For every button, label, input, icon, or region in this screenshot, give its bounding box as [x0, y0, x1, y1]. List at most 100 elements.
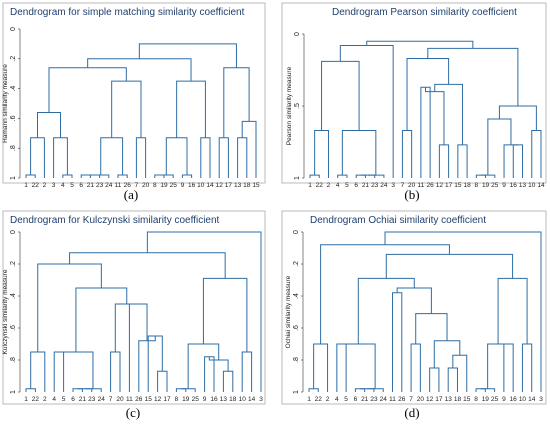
leaf-label: 21	[361, 396, 369, 403]
leaf-label: 18	[463, 182, 471, 189]
y-tick-label: 1	[10, 390, 17, 394]
y-tick-label: .4	[10, 86, 17, 92]
leaf-label: 5	[70, 182, 74, 189]
leaf-label: 1	[307, 396, 311, 403]
leaf-label: 20	[142, 182, 150, 189]
leaf-label: 22	[32, 396, 40, 403]
dendrogram-link	[438, 144, 450, 178]
dendrogram-link	[354, 388, 366, 392]
leaf-label: 1	[308, 182, 312, 189]
dendrogram-link	[25, 388, 36, 392]
dendrogram-link	[128, 303, 148, 392]
dendrogram-link	[314, 129, 329, 178]
dendrogram-link	[308, 388, 319, 392]
leaf-label: 6	[71, 396, 75, 403]
dendrogram-link	[452, 354, 468, 392]
leaf-label: 18	[243, 182, 251, 189]
dendrogram-link	[341, 129, 377, 176]
dendrogram-link	[48, 67, 127, 113]
dendrogram-link	[202, 277, 248, 352]
panel-1: Dendrogram for simple matching similarit…	[2, 2, 266, 189]
leaf-label: 26	[398, 396, 406, 403]
dendrogram-link	[25, 174, 36, 178]
panel-frame	[2, 2, 266, 184]
leaf-label: 12	[216, 182, 224, 189]
leaf-label: 7	[135, 182, 139, 189]
leaf-label: 7	[409, 396, 413, 403]
leaf-label: 7	[109, 396, 113, 403]
dendrogram-link	[339, 45, 394, 178]
dendrogram-link	[503, 343, 514, 392]
dendrogram-link	[37, 111, 61, 138]
leaf-label: 19	[482, 182, 490, 189]
leaf-label: 4	[336, 182, 340, 189]
leaf-label: 18	[229, 396, 237, 403]
leaf-label: 16	[510, 182, 518, 189]
leaf-label: 19	[160, 182, 168, 189]
dendrogram-link	[401, 129, 413, 178]
panel-label: (b)	[404, 187, 419, 202]
leaf-label: 11	[126, 396, 133, 403]
leaf-label: 2	[43, 396, 47, 403]
dendrogram-link	[138, 336, 156, 392]
leaf-label: 3	[391, 182, 395, 189]
y-tick-label: .8	[10, 145, 17, 151]
y-tick-label: .6	[10, 115, 17, 121]
leaf-label: 24	[380, 182, 388, 189]
dendrogram-link	[512, 144, 524, 178]
y-tick-label: .6	[293, 325, 300, 331]
dendrogram-link	[30, 137, 45, 178]
leaf-label: 2	[326, 396, 330, 403]
leaf-label: 12	[436, 182, 444, 189]
y-tick-label: .8	[10, 357, 17, 363]
dendrogram-link	[37, 263, 102, 352]
leaf-label: 2	[43, 182, 47, 189]
dendrogram-link	[58, 351, 94, 389]
y-tick-label: .6	[10, 325, 17, 331]
leaf-label: 26	[427, 182, 435, 189]
dendrogram-link	[433, 340, 461, 368]
dendrogram-link	[498, 105, 537, 131]
dendrogram-link	[429, 367, 440, 392]
leaf-label: 8	[475, 182, 479, 189]
leaf-label: 11	[418, 182, 425, 189]
leaf-label: 5	[345, 182, 349, 189]
leaf-label: 21	[79, 396, 87, 403]
dendrogram-link	[321, 60, 360, 131]
dendrogram-link	[336, 343, 347, 392]
leaf-label: 10	[528, 182, 536, 189]
panel-title: Dendrogram Pearson similarity coefficien…	[332, 7, 517, 18]
leaf-label: 10	[239, 396, 247, 403]
dendrogram-link	[53, 351, 65, 392]
leaf-label: 11	[389, 396, 396, 403]
dendrogram-link	[75, 287, 128, 352]
dendrogram-link	[165, 137, 188, 176]
dendrogram-link	[480, 174, 496, 178]
leaf-label: 22	[32, 182, 40, 189]
panel-frame	[281, 2, 547, 184]
y-tick-label: 1	[10, 176, 17, 180]
leaf-label: 9	[502, 182, 506, 189]
leaf-label: 5	[62, 396, 66, 403]
leaf-label: 2	[327, 182, 331, 189]
dendrogram-link	[53, 137, 68, 178]
leaf-label: 22	[316, 182, 324, 189]
panel-2: Dendrogram Pearson similarity coefficien…	[281, 2, 547, 189]
leaf-label: 25	[491, 182, 499, 189]
leaf-label: 13	[519, 182, 527, 189]
leaf-label: 11	[115, 182, 122, 189]
leaf-label: 4	[52, 396, 56, 403]
panel-title: Dendrogram Ochiai similarity coefficient	[310, 215, 486, 226]
leaf-label: 8	[153, 182, 157, 189]
leaf-label: 24	[105, 182, 113, 189]
leaf-label: 10	[197, 182, 205, 189]
leaf-label: 25	[192, 396, 200, 403]
leaf-label: 6	[354, 396, 358, 403]
leaf-label: 17	[163, 396, 171, 403]
dendrogram-link	[62, 174, 73, 178]
dendrogram-link	[406, 57, 450, 131]
leaf-label: 12	[154, 396, 162, 403]
dendrogram-link	[241, 351, 253, 392]
leaf-label: 15	[252, 182, 260, 189]
